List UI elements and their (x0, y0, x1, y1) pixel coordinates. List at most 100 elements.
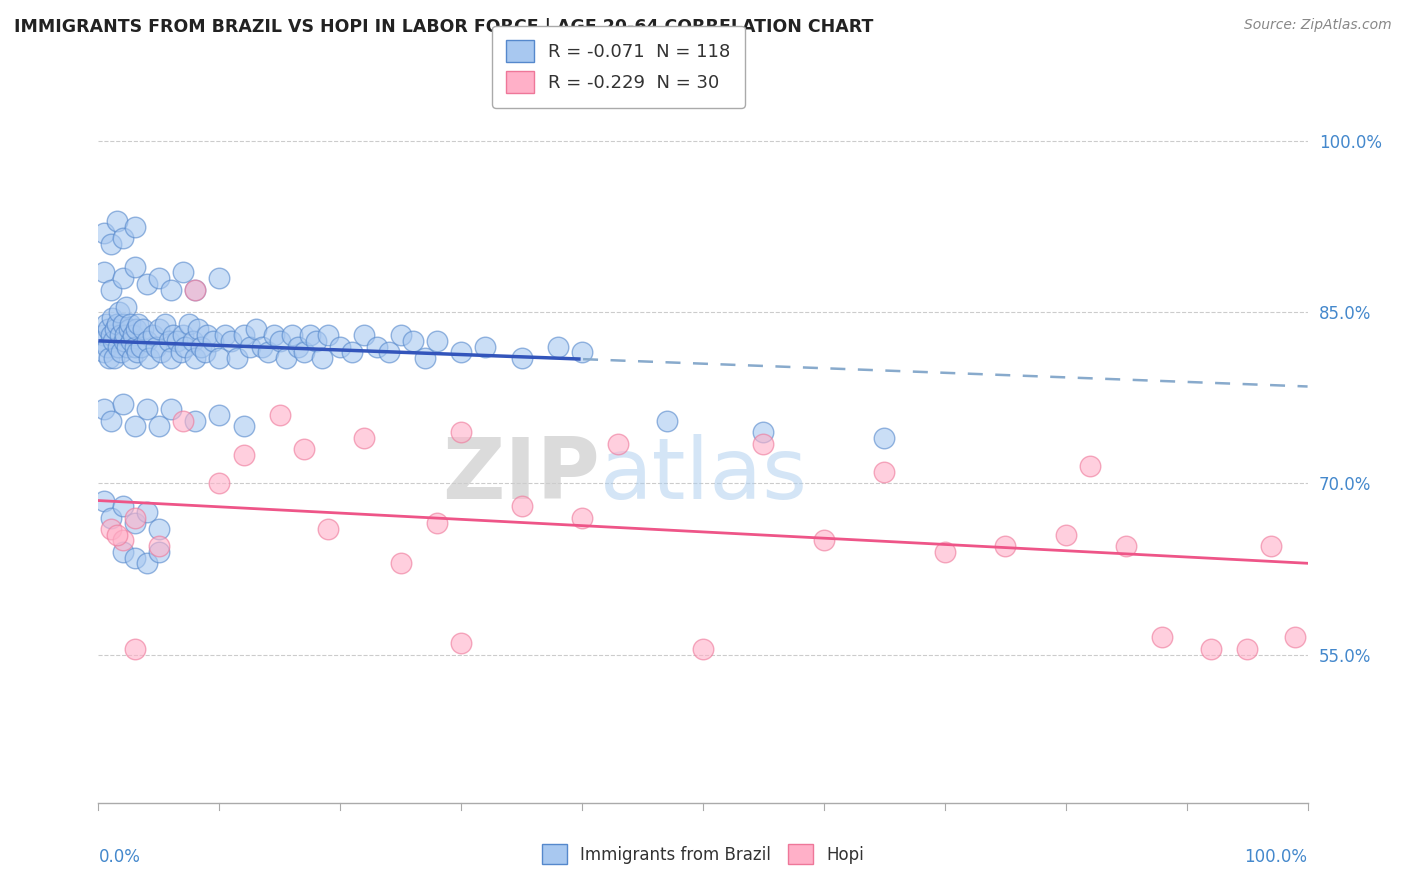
Point (510, 500, 533, 514)
Point (111, 533, 134, 548)
Point (226, 351, 249, 365)
Point (108, 328, 131, 343)
Point (389, 328, 412, 343)
Point (1236, 641, 1258, 656)
Point (148, 522, 170, 536)
Point (93, 493, 115, 508)
Point (153, 317, 176, 331)
Point (305, 334, 328, 348)
Point (1152, 631, 1174, 645)
Point (111, 545, 134, 559)
Point (142, 328, 165, 343)
Point (547, 340, 569, 354)
Point (752, 425, 775, 439)
Point (208, 408, 231, 422)
Point (145, 340, 167, 354)
Point (100, 522, 122, 536)
Point (873, 465, 896, 479)
Point (105, 317, 128, 331)
Point (174, 340, 197, 354)
Point (934, 545, 956, 559)
Point (692, 641, 714, 656)
Point (100, 311, 122, 326)
Point (287, 340, 309, 354)
Point (104, 322, 127, 336)
Point (184, 283, 207, 297)
Point (148, 322, 170, 336)
Point (93, 265, 115, 279)
Point (194, 345, 217, 359)
Point (655, 414, 678, 428)
Point (208, 271, 231, 285)
Point (256, 345, 278, 359)
Point (195, 328, 218, 343)
Point (377, 345, 399, 359)
Point (157, 334, 180, 348)
Point (124, 419, 146, 434)
Point (148, 545, 170, 559)
Point (120, 334, 142, 348)
Point (100, 414, 122, 428)
Point (311, 351, 333, 365)
Point (190, 340, 212, 354)
Text: 100.0%: 100.0% (1244, 848, 1308, 866)
Point (135, 556, 157, 570)
Point (111, 500, 134, 514)
Point (187, 322, 209, 336)
Point (117, 340, 139, 354)
Point (122, 328, 145, 343)
Point (329, 340, 352, 354)
Point (93, 226, 115, 240)
Point (263, 328, 285, 343)
Point (450, 345, 472, 359)
Point (353, 328, 375, 343)
Point (402, 334, 425, 348)
Point (98, 351, 121, 365)
Point (162, 328, 184, 343)
Point (111, 271, 134, 285)
Point (124, 219, 146, 234)
Point (129, 340, 152, 354)
Point (111, 231, 134, 245)
Point (135, 505, 157, 519)
Point (181, 334, 204, 348)
Point (450, 425, 472, 439)
Point (232, 328, 254, 343)
Point (101, 334, 124, 348)
Point (184, 283, 207, 297)
Point (96, 340, 118, 354)
Point (607, 436, 630, 450)
Text: atlas: atlas (600, 434, 808, 517)
Point (474, 340, 496, 354)
Point (94, 317, 117, 331)
Point (148, 271, 170, 285)
Point (179, 317, 201, 331)
Point (1260, 539, 1282, 553)
Point (100, 510, 122, 524)
Point (114, 328, 136, 343)
Point (316, 328, 339, 343)
Point (245, 322, 267, 336)
Point (873, 431, 896, 445)
Point (115, 300, 138, 314)
Point (184, 414, 207, 428)
Point (105, 214, 128, 228)
Point (118, 317, 141, 331)
Point (105, 528, 128, 542)
Point (232, 448, 254, 462)
Point (172, 265, 194, 279)
Point (1078, 459, 1101, 474)
Point (1115, 539, 1137, 553)
Point (135, 334, 157, 348)
Point (160, 402, 183, 417)
Point (125, 322, 148, 336)
Point (118, 322, 141, 336)
Point (132, 322, 155, 336)
Point (292, 345, 315, 359)
Point (269, 408, 291, 422)
Point (208, 476, 231, 491)
Point (208, 351, 231, 365)
Text: IMMIGRANTS FROM BRAZIL VS HOPI IN LABOR FORCE | AGE 20-64 CORRELATION CHART: IMMIGRANTS FROM BRAZIL VS HOPI IN LABOR … (14, 18, 873, 36)
Point (274, 351, 297, 365)
Point (127, 317, 149, 331)
